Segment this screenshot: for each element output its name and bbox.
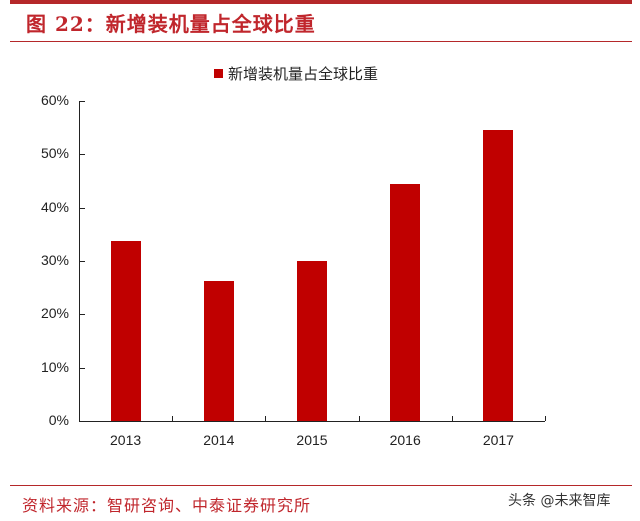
y-tick-label: 60% — [40, 92, 69, 108]
y-tick — [79, 261, 85, 262]
top-rule — [10, 0, 632, 4]
bar-2015 — [297, 261, 327, 421]
y-tick — [79, 154, 85, 156]
y-tick-label: 40% — [40, 198, 69, 215]
bottom-rule — [10, 485, 632, 486]
source-note: 资料来源：智研咨询、中泰证券研究所 — [22, 496, 312, 515]
chart-plot-area: 0% 10% 20% 30% 40% 50% 60% 2013 2014 2015 2016 2017 — [41, 92, 546, 448]
bar-2013 — [110, 241, 141, 421]
x-tick — [172, 416, 174, 421]
watermark: 头条 @未来智库 — [508, 493, 611, 509]
x-tick — [451, 416, 453, 421]
bar-2017 — [483, 129, 514, 421]
y-tick-label: 10% — [40, 358, 69, 375]
title-rule — [10, 41, 632, 42]
y-tick-label: 20% — [40, 305, 69, 322]
x-tick-label: 2013 — [110, 432, 142, 448]
figure-title: 图 22：新增装机量占全球比重 — [26, 12, 316, 36]
y-tick-label: 50% — [40, 145, 69, 162]
bar-2016 — [390, 184, 421, 421]
legend-swatch — [214, 69, 223, 78]
bar-2014 — [203, 280, 234, 421]
x-axis — [79, 421, 545, 422]
y-tick — [79, 367, 85, 369]
y-tick — [79, 101, 85, 102]
legend: 新增装机量占全球比重 — [214, 63, 378, 84]
y-tick — [79, 207, 85, 209]
legend-label: 新增装机量占全球比重 — [228, 65, 379, 83]
y-tick-label: 30% — [40, 252, 69, 268]
x-tick — [545, 416, 546, 421]
y-tick — [79, 421, 85, 422]
y-tick — [79, 314, 85, 316]
x-tick-label: 2016 — [389, 432, 421, 448]
x-tick — [358, 416, 360, 421]
x-tick-label: 2017 — [482, 432, 514, 448]
x-tick — [265, 416, 267, 421]
y-tick-label: 0% — [48, 412, 69, 428]
x-tick-label: 2015 — [296, 432, 328, 448]
x-tick-label: 2014 — [203, 432, 235, 448]
